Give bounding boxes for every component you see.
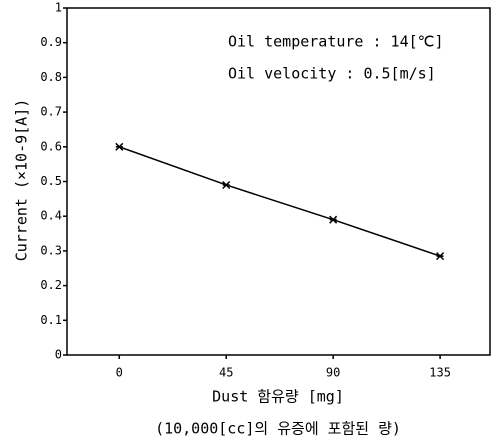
data-point <box>436 252 445 261</box>
data-point <box>329 215 338 224</box>
plot-frame <box>66 7 491 356</box>
x-tick-label: 0 <box>116 366 123 380</box>
data-point <box>222 180 231 190</box>
annotation: Oil temperature : 14[℃] <box>228 33 444 51</box>
data-line <box>119 146 441 257</box>
x-axis-label: Dust 함유량 [mg] <box>212 388 344 406</box>
y-tick-label: 0.8 <box>40 70 62 84</box>
y-tick-label: 1 <box>55 1 62 15</box>
y-tick-label: 0.4 <box>40 209 62 223</box>
annotation: Oil velocity : 0.5[m/s] <box>228 65 436 83</box>
y-tick-label: 0.1 <box>40 313 62 327</box>
y-tick-label: 0.6 <box>40 139 62 153</box>
y-tick-label: 0.7 <box>40 105 62 119</box>
x-tick-label: 45 <box>219 366 233 380</box>
y-tick-label: 0.5 <box>40 174 62 188</box>
y-axis-label: Current (×10-9[A]) <box>13 99 31 262</box>
x-tick-label: 135 <box>429 366 451 380</box>
y-tick-label: 0.9 <box>40 35 62 49</box>
data-point <box>115 142 124 151</box>
y-tick-label: 0 <box>55 348 62 362</box>
y-tick-label: 0.2 <box>40 278 62 292</box>
x-tick-label: 90 <box>326 366 340 380</box>
x-axis-sublabel: (10,000[cc]의 유증에 포함된 량) <box>155 420 401 438</box>
y-tick-label: 0.3 <box>40 243 62 257</box>
